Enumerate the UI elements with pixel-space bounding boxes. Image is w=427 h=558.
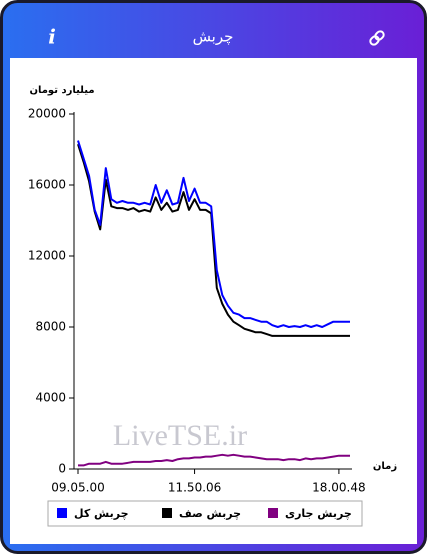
link-icon[interactable] [369,30,385,46]
y-tick-label: 4000 [35,391,66,405]
legend-label: چربش کل [74,507,129,520]
y-tick-label: 8000 [35,320,66,334]
legend-box [47,500,363,527]
x-tick-label: 09.05.00 [51,481,104,495]
watermark: LiveTSE.ir [113,419,247,452]
y-tick-label: 0 [58,462,66,476]
x-axis-label: زمان [373,461,397,472]
x-tick-label: 11.50.06 [168,481,221,495]
legend-swatch [162,508,172,518]
y-axis-label: میلیارد تومان [29,85,94,96]
header-title: چربش [193,28,234,46]
series-line [77,140,350,328]
legend-swatch [268,508,278,518]
y-tick-label: 12000 [28,249,66,263]
y-tick-label: 16000 [28,178,66,192]
chart: LiveTSE.ir میلیارد تومان زمان 0 4000 8000 1200… [28,85,397,527]
info-button[interactable]: i [48,25,56,49]
card [10,58,417,544]
series-line [77,143,350,337]
legend-label: چربش صف [179,507,241,520]
x-tick-label: 18.00.48 [312,481,365,495]
legend-label: چربش جاری [285,507,352,520]
legend-swatch [57,508,67,518]
y-tick-label: 20000 [28,107,66,121]
series-line [78,453,350,467]
